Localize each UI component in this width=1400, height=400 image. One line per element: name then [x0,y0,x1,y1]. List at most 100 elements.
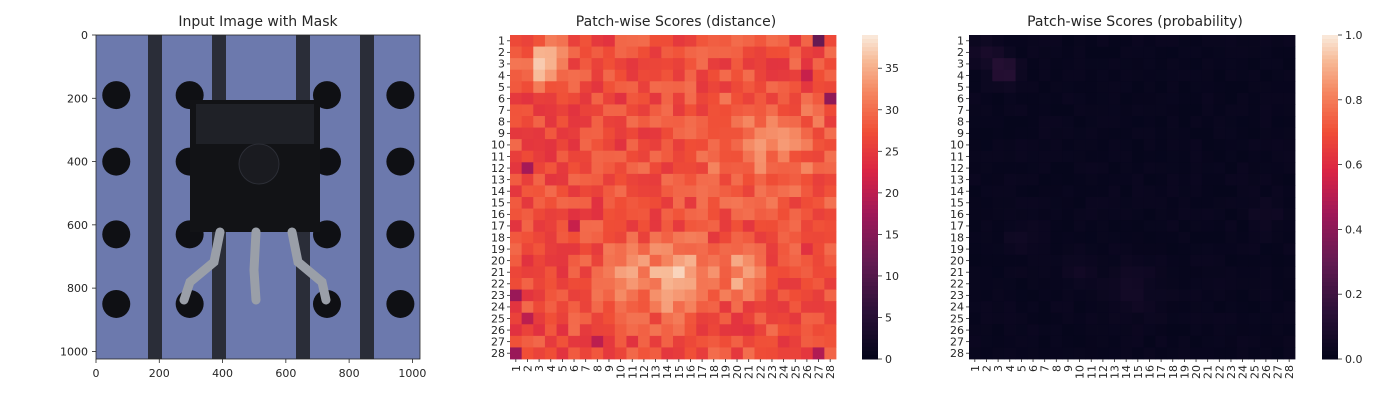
heatmap-cell [707,104,720,117]
heatmap-cell [1166,139,1179,152]
heatmap-cell [1260,173,1273,186]
heatmap-cell [992,301,1005,314]
col-label: 28 [824,365,837,379]
heatmap-cell [731,69,744,82]
heatmap-cell [719,289,732,302]
heatmap-cell [754,127,767,140]
heatmap-cell [1225,116,1238,128]
heatmap-cell [1003,58,1016,71]
heatmap-cell [801,347,814,360]
heatmap-cell [812,81,825,94]
heatmap-cell [591,301,604,314]
colorbar-segment [1322,99,1338,105]
heatmap-cell [1073,266,1086,279]
heatmap-cell [789,289,802,302]
heatmap-cell [1015,220,1028,233]
heatmap-cell [661,312,674,325]
heatmap-cell [556,312,569,325]
heatmap-cell [707,46,720,59]
heatmap-cell [638,46,651,59]
row-label: 2 [498,46,505,59]
heatmap-cell [1062,243,1075,256]
col-label: 19 [719,365,732,379]
colorbar-segment [862,136,878,141]
heatmap-cell [992,312,1005,325]
heatmap-cell [1260,208,1273,221]
heatmap-cell [1260,197,1273,209]
heatmap-cell [1015,231,1028,244]
heatmap-cell [1248,162,1261,175]
heatmap-cell [1027,58,1040,71]
heatmap-cell [1085,243,1098,256]
heatmap-cell [649,208,662,221]
colorbar-tick-label: 10 [885,270,899,283]
heatmap-cell [1015,92,1028,105]
colorbar-segment [862,326,878,332]
heatmap-cell [1143,139,1156,152]
heatmap-cell [1283,127,1296,140]
heatmap-cell [603,312,616,325]
heatmap-cell [1132,197,1145,209]
heatmap-cell [1201,162,1214,175]
heatmap-cell [719,185,732,198]
colorbar-segment [1322,342,1338,348]
heatmap-cell [1050,289,1063,302]
heatmap-cell [661,301,674,314]
heatmap-cell [1201,231,1214,244]
heatmap-cell [1248,324,1261,337]
colorbar-segment [862,346,878,352]
heatmap-cell [1027,208,1040,221]
heatmap-cell [801,185,814,198]
heatmap-cell [1213,335,1226,348]
y-tick-label: 800 [67,282,88,295]
heatmap-cell [1201,35,1214,47]
heatmap-cell [1190,81,1203,94]
heatmap-cell [603,139,616,152]
row-label: 19 [950,243,964,256]
heatmap-cell [742,312,755,325]
heatmap-cell [1027,220,1040,233]
col-label: 27 [813,365,826,379]
heatmap-cell [789,35,802,47]
heatmap-cell [1213,116,1226,128]
heatmap-cell [731,58,744,71]
heatmap-cell [1085,81,1098,94]
colorbar-segment [862,107,878,113]
heatmap-cell [1108,116,1121,128]
heatmap-cell [1015,104,1028,117]
heatmap-cell [1236,220,1249,233]
heatmap-cell [626,162,639,175]
heatmap-cell [603,92,616,105]
heatmap-cell [1085,231,1098,244]
heatmap-cell [649,220,662,233]
heatmap-cell [1038,324,1051,337]
heatmap-cell [766,69,779,82]
heatmap-cell [1073,254,1086,267]
heatmap-cell [696,127,709,140]
heatmap-cell [1260,139,1273,152]
heatmap-cell [980,347,993,360]
heatmap-cell [1236,139,1249,152]
colorbar-segment [1322,261,1338,267]
heatmap-cell [1155,243,1168,256]
heatmap-cell [1155,46,1168,59]
heatmap-cell [1271,243,1284,256]
heatmap-cell [1283,243,1296,256]
heatmap-cell [661,231,674,244]
heatmap-cell [1260,104,1273,117]
heatmap-cell [649,278,662,290]
colorbar-segment [862,71,878,76]
colorbar-segment [1322,51,1338,56]
heatmap-cell [579,208,592,221]
colorbar-segment [862,184,878,190]
heatmap-cell [1178,243,1191,256]
heatmap-cell [510,150,523,163]
heatmap-cell [1201,278,1214,290]
heatmap-cell [812,266,825,279]
heatmap-cell [661,197,674,209]
heatmap-cell [568,104,581,117]
heatmap-cell [544,173,557,186]
heatmap-cell [661,278,674,290]
heatmap-cell [789,139,802,152]
col-label: 9 [603,365,616,372]
